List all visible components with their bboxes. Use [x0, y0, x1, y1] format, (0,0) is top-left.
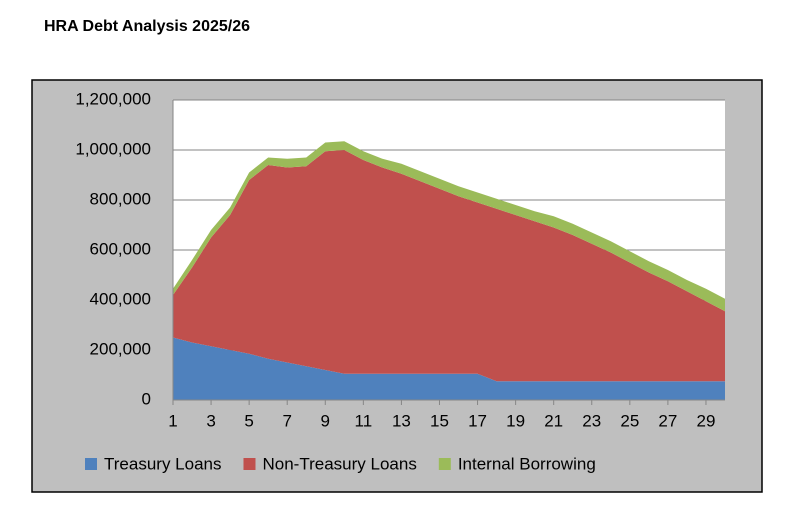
legend-swatch — [243, 458, 256, 470]
x-tick-label: 29 — [697, 411, 716, 430]
x-tick-label: 27 — [658, 411, 677, 430]
y-tick-label: 1,200,000 — [75, 89, 151, 108]
y-tick-label: 200,000 — [90, 339, 151, 358]
x-tick-label: 3 — [206, 411, 215, 430]
x-tick-label: 25 — [620, 411, 639, 430]
x-tick-label: 17 — [468, 411, 487, 430]
x-tick-label: 5 — [244, 411, 253, 430]
x-tick-label: 11 — [355, 411, 373, 430]
y-tick-label: 1,000,000 — [75, 139, 151, 158]
x-tick-label: 15 — [430, 411, 449, 430]
x-tick-label: 13 — [392, 411, 411, 430]
y-tick-label: 0 — [142, 389, 151, 408]
y-tick-label: 800,000 — [90, 189, 151, 208]
legend-swatch — [438, 458, 451, 470]
area — [173, 337, 725, 400]
x-tick-label: 21 — [544, 411, 563, 430]
x-tick-label: 7 — [282, 411, 291, 430]
legend-swatch — [85, 458, 97, 470]
y-tick-label: 600,000 — [90, 239, 151, 258]
chart-title: HRA Debt Analysis 2025/26 — [44, 18, 250, 35]
x-tick-label: 9 — [321, 411, 330, 430]
area — [173, 150, 725, 382]
x-tick-label: 1 — [168, 411, 177, 430]
legend-label: Internal Borrowing — [458, 454, 596, 473]
legend-label: Non-Treasury Loans — [262, 454, 416, 473]
legend-label: Treasury Loans — [104, 454, 221, 473]
x-tick-label: 19 — [506, 411, 525, 430]
y-tick-label: 400,000 — [90, 289, 151, 308]
x-tick-label: 23 — [582, 411, 601, 430]
